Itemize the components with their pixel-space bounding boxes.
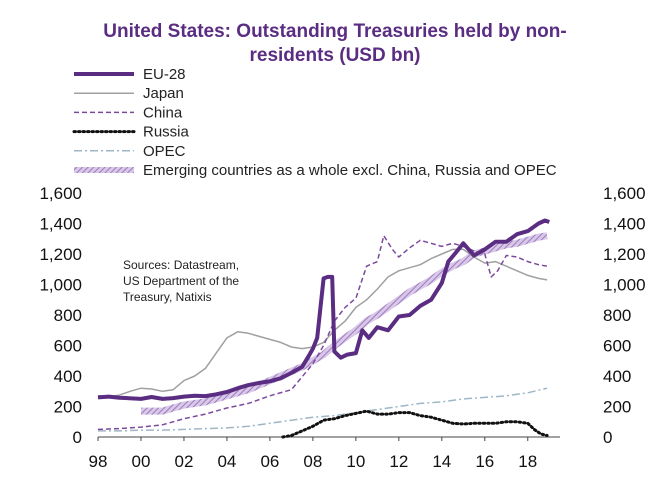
legend-label: OPEC [143,143,186,160]
y-tick-label-right: 0 [603,428,612,447]
y-tick-label-left: 1,400 [39,215,82,234]
series-line [281,409,549,439]
series-line [98,387,548,432]
y-tick-label-right: 1,600 [603,184,646,203]
x-tick-label: 00 [132,452,151,471]
x-tick-label: 06 [260,452,279,471]
x-tick-label: 14 [432,452,451,471]
y-tick-label-right: 1,000 [603,276,646,295]
y-tick-label-right: 600 [603,337,631,356]
y-tick-label-right: 1,400 [603,215,646,234]
source-note-line: Treasury, Natixis [123,290,212,304]
y-tick-label-right: 800 [603,306,631,325]
source-note: Sources: Datastream, US Department of th… [123,258,239,304]
legend-label: Japan [143,85,184,102]
y-tick-label-left: 200 [54,398,82,417]
y-tick-label-right: 400 [603,367,631,386]
y-tick-label-left: 1,000 [39,276,82,295]
x-tick-label: 18 [518,452,537,471]
y-tick-label-right: 200 [603,398,631,417]
chart-title-line1: United States: Outstanding Treasuries he… [103,21,566,42]
x-tick-label: 12 [389,452,408,471]
x-tick-label: 10 [346,452,365,471]
y-tick-label-left: 800 [54,306,82,325]
legend-label: Russia [143,124,190,141]
source-note-line: Sources: Datastream, [123,258,239,272]
source-note-line: US Department of the [123,274,239,288]
y-tick-label-left: 1,600 [39,184,82,203]
x-tick-label: 04 [217,452,236,471]
series-line [97,234,548,431]
y-tick-label-left: 1,200 [39,245,82,264]
legend-label: EU-28 [143,66,186,83]
series-line [97,218,550,401]
legend-label: China [143,104,183,121]
y-tick-label-left: 400 [54,367,82,386]
x-tick-label: 08 [303,452,322,471]
x-tick-label: 02 [174,452,193,471]
y-tick-label-left: 600 [54,337,82,356]
y-tick-label-left: 0 [73,428,82,447]
chart-title-line2: residents (USD bn) [249,45,420,66]
x-tick-label: 98 [89,452,108,471]
legend: EU-28 Japan China Russia OPEC Emerging countr… [72,66,557,179]
x-tick-label: 16 [475,452,494,471]
y-tick-label-right: 1,200 [603,245,646,264]
legend-label: Emerging countries as a whole excl. Chin… [143,162,557,179]
series-layer [97,218,550,439]
